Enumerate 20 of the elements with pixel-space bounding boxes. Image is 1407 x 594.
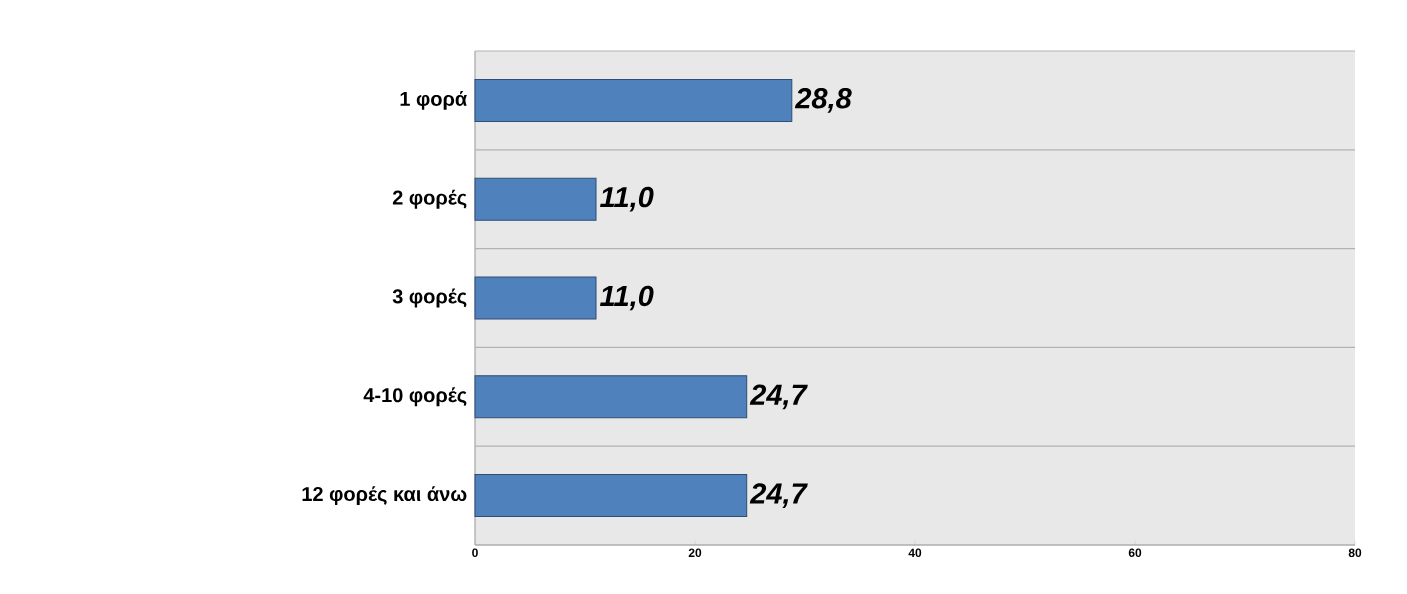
data-label: 11,0 [600, 186, 654, 212]
x-tick-label: 80 [1348, 548, 1362, 558]
data-label: 24,7 [749, 384, 808, 410]
bar [474, 276, 597, 320]
y-tick-label: 3 φορές [392, 288, 467, 308]
y-tick-label: 12 φορές και άνω [302, 486, 467, 506]
bar [474, 78, 793, 122]
x-tick-label: 0 [472, 548, 478, 558]
bar [474, 375, 748, 419]
x-tick-label: 20 [688, 548, 702, 558]
y-tick-label: 4-10 φορές [363, 387, 467, 407]
bar [474, 474, 748, 518]
x-tick-label: 40 [908, 548, 922, 558]
data-label: 28,8 [794, 88, 852, 113]
data-label: 24,7 [749, 483, 808, 508]
x-tick-label: 60 [1128, 548, 1142, 558]
y-tick-label: 1 φορά [400, 90, 467, 110]
bar [474, 177, 597, 221]
data-label: 11,0 [600, 285, 654, 311]
y-tick-label: 2 φορές [392, 189, 467, 209]
